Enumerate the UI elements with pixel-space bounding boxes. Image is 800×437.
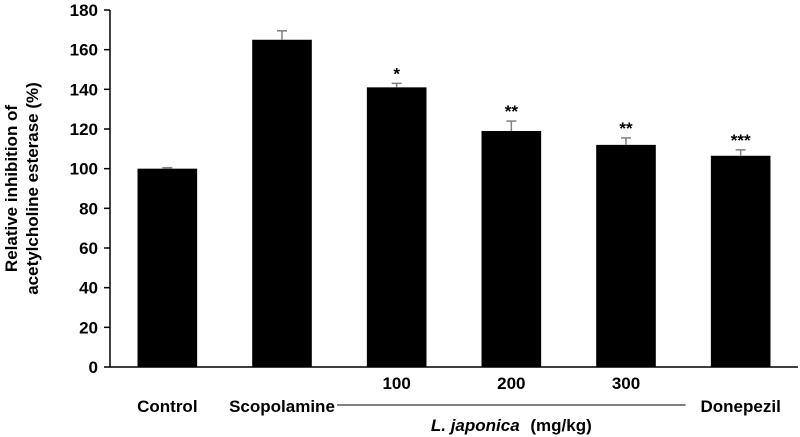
y-tick-label: 160 xyxy=(70,41,98,60)
y-axis-title-line-2: acetylcholine esterase (%) xyxy=(23,82,42,295)
category-label: 300 xyxy=(612,374,640,393)
category-label: Donepezil xyxy=(701,397,781,416)
y-axis-title: Relative inhibition of acetylcholine est… xyxy=(2,82,42,295)
y-tick-label: 60 xyxy=(79,239,98,258)
y-tick-label: 140 xyxy=(70,80,98,99)
y-axis-ticks: 0 20 40 60 80 100 120 140 160 180 xyxy=(70,1,110,377)
significance-label: * xyxy=(393,64,400,83)
y-tick-label: 0 xyxy=(89,358,98,377)
group-unit: (mg/kg) xyxy=(530,416,591,435)
significance-label: ** xyxy=(619,119,633,138)
significance-label: *** xyxy=(731,131,751,150)
category-labels: Control Scopolamine 100 200 300 Donepezil xyxy=(137,374,781,416)
category-label: Scopolamine xyxy=(229,397,335,416)
group-name: L. japonica xyxy=(431,416,520,435)
category-label: Control xyxy=(137,397,197,416)
y-axis-title-line-1: Relative inhibition of xyxy=(2,105,21,273)
significance-label: ** xyxy=(505,102,519,121)
y-tick-label: 120 xyxy=(70,120,98,139)
bar xyxy=(252,39,312,367)
y-tick-label: 180 xyxy=(70,1,98,20)
bar xyxy=(710,155,771,367)
bars: ******** xyxy=(137,30,771,367)
group-label: L. japonica (mg/kg) xyxy=(431,416,592,435)
group-annotation: L. japonica (mg/kg) xyxy=(337,404,686,435)
bar xyxy=(366,87,427,367)
y-tick-label: 40 xyxy=(79,279,98,298)
category-label: 200 xyxy=(497,374,525,393)
y-tick-label: 80 xyxy=(79,199,98,218)
bar xyxy=(137,168,198,367)
y-tick-label: 100 xyxy=(70,160,98,179)
bar xyxy=(481,130,542,367)
y-tick-label: 20 xyxy=(79,318,98,337)
category-label: 100 xyxy=(382,374,410,393)
bar xyxy=(596,144,656,367)
axes xyxy=(109,10,798,368)
